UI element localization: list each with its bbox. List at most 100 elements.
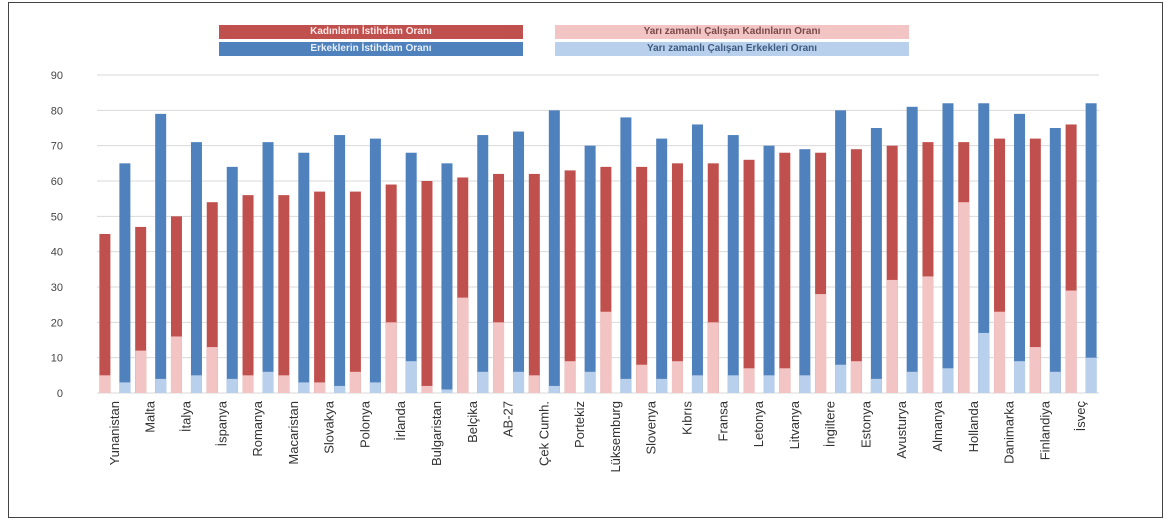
x-tick-label: Slovenya — [644, 400, 659, 454]
bar-men-parttime — [190, 375, 202, 393]
bar-men-parttime — [620, 378, 632, 393]
bar-men-employment — [799, 149, 811, 393]
bar-men-parttime — [870, 378, 882, 393]
bar-women-employment — [707, 163, 719, 393]
bar-men-employment — [727, 135, 739, 394]
y-tick-label: 30 — [51, 282, 63, 294]
bar-women-parttime — [600, 311, 612, 393]
bar-women-employment — [206, 202, 218, 393]
bar-men-employment — [978, 103, 990, 394]
bar-women-employment — [850, 149, 862, 393]
bar-women-parttime — [815, 294, 827, 393]
bar-women-employment — [815, 152, 827, 393]
bar-chart: 0 10 20 30 40 50 60 70 80 90 Yunanistan Malta İtalya… — [51, 70, 1099, 473]
bar-women-parttime — [99, 375, 111, 393]
x-tick-label: Malta — [143, 400, 158, 433]
bar-men-parttime — [1049, 371, 1061, 393]
x-tick-label: Belçika — [465, 400, 480, 443]
chart-frame: Kadınların İstihdam Oranı Erkeklerin İst… — [8, 2, 1163, 518]
x-tick-label: Bulgaristan — [429, 401, 444, 466]
bar-men-employment — [691, 124, 703, 393]
y-tick-label: 20 — [51, 317, 63, 329]
bar-men-parttime — [513, 371, 525, 393]
bar-men-employment — [262, 142, 274, 393]
bar-men-parttime — [906, 371, 918, 393]
bar-men-employment — [513, 131, 525, 394]
bar-men-employment — [1085, 103, 1097, 394]
bar-women-parttime — [564, 361, 576, 393]
bar-women-parttime — [1065, 290, 1077, 393]
bar-women-parttime — [1029, 347, 1041, 393]
bar-men-employment — [1049, 128, 1061, 393]
bar-women-employment — [994, 138, 1006, 393]
bar-men-employment — [119, 163, 131, 393]
bar-men-parttime — [298, 382, 310, 393]
bar-men-parttime — [835, 364, 847, 393]
bar-men-parttime — [155, 378, 167, 393]
legend-women-employment: Kadınların İstihdam Oranı — [219, 25, 523, 39]
bar-women-parttime — [314, 382, 326, 393]
bar-men-employment — [441, 163, 453, 393]
bar-women-parttime — [242, 375, 254, 393]
bar-women-employment — [457, 177, 469, 393]
legend-women-parttime: Yarı zamanlı Çalışan Kadınların Oranı — [555, 25, 909, 39]
bar-men-employment — [870, 128, 882, 393]
bar-men-employment — [190, 142, 202, 393]
bar-men-parttime — [1085, 357, 1097, 393]
bar-women-parttime — [170, 336, 182, 393]
bar-men-parttime — [727, 375, 739, 393]
x-tick-label: Romanya — [250, 400, 265, 456]
bar-men-employment — [906, 106, 918, 394]
x-tick-label: Danimarka — [1002, 400, 1017, 464]
x-tick-label: Portekiz — [572, 401, 587, 448]
y-tick-label: 40 — [51, 247, 63, 259]
bar-men-employment — [405, 152, 417, 393]
bar-men-employment — [477, 135, 489, 394]
x-tick-label: İspanya — [214, 400, 229, 446]
x-tick-label: Estonya — [858, 400, 873, 448]
y-tick-label: 80 — [51, 105, 63, 117]
bar-women-employment — [922, 142, 934, 393]
x-tick-label: İrlanda — [393, 400, 408, 441]
bar-men-parttime — [656, 378, 668, 393]
x-tick-label: Fransa — [715, 400, 730, 441]
x-tick-label: İngiltere — [823, 401, 838, 447]
bar-women-employment — [242, 195, 254, 393]
bar-men-employment — [369, 138, 381, 393]
bar-women-parttime — [206, 347, 218, 393]
x-tick-label: Çek Cumh. — [536, 401, 551, 466]
bar-men-employment — [763, 145, 775, 393]
bar-women-parttime — [922, 276, 934, 393]
bar-women-parttime — [349, 371, 361, 393]
bar-women-employment — [528, 173, 540, 393]
bar-men-parttime — [763, 375, 775, 393]
bar-men-parttime — [334, 385, 346, 393]
x-tick-label: Yunanistan — [107, 401, 122, 465]
bar-women-parttime — [886, 279, 898, 393]
bar-men-parttime — [226, 378, 238, 393]
bar-men-parttime — [584, 371, 596, 393]
y-tick-label: 60 — [51, 176, 63, 188]
x-tick-label: Slovakya — [322, 400, 337, 454]
bar-women-parttime — [779, 368, 791, 393]
bar-men-parttime — [691, 375, 703, 393]
bar-men-employment — [656, 138, 668, 393]
bar-women-employment — [671, 163, 683, 393]
x-tick-label: Almanya — [930, 400, 945, 451]
bar-women-employment — [385, 184, 397, 393]
bar-men-employment — [298, 152, 310, 393]
bar-men-parttime — [369, 382, 381, 393]
bar-women-parttime — [994, 311, 1006, 393]
bar-women-parttime — [707, 322, 719, 393]
x-tick-label: Hollanda — [966, 400, 981, 452]
bar-women-parttime — [671, 361, 683, 393]
x-tick-label: Kıbrıs — [679, 401, 694, 435]
bar-women-employment — [636, 166, 648, 393]
bar-men-parttime — [405, 361, 417, 393]
bar-women-parttime — [493, 322, 505, 393]
y-tick-label: 70 — [51, 141, 63, 153]
legend-men-parttime: Yarı zamanlı Çalışan Erkekleri Oranı — [555, 42, 909, 56]
x-tick-label: Polonya — [357, 400, 372, 448]
x-tick-label: İsveç — [1073, 401, 1088, 432]
bar-women-employment — [349, 191, 361, 393]
